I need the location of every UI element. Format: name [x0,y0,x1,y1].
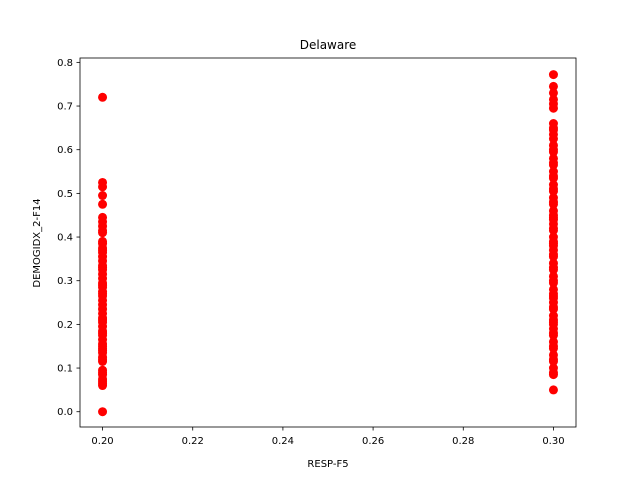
data-point [98,289,108,299]
x-tick-label: 0.30 [542,436,564,447]
data-point [548,223,558,233]
x-tick-label: 0.24 [272,436,294,447]
data-point [548,197,558,207]
data-point [98,191,108,201]
data-point [548,302,558,312]
y-tick-label: 0.3 [57,276,73,287]
data-point [98,182,108,192]
x-axis: 0.20 0.22 0.24 0.26 0.28 0.30 [91,427,565,447]
data-point [548,103,558,113]
scatter-points [98,70,558,417]
data-point [98,407,108,417]
data-point [548,158,558,168]
data-point [548,88,558,98]
data-point [98,199,108,209]
data-point [98,367,108,377]
data-point [548,293,558,303]
y-tick-label: 0.7 [57,102,73,113]
data-point [98,315,108,325]
data-point [548,70,558,80]
data-point [548,250,558,260]
data-point [548,319,558,329]
data-point [98,263,108,273]
x-tick-label: 0.22 [182,436,204,447]
y-tick-label: 0.6 [57,145,73,156]
data-point [548,276,558,286]
data-point [98,346,108,356]
y-axis: 0.0 0.1 0.2 0.3 0.4 0.5 0.6 0.7 0.8 [57,58,80,418]
data-point [98,328,108,338]
data-point [98,245,108,255]
data-point [548,134,558,144]
data-point [548,184,558,194]
plot-frame [79,57,577,428]
data-point [548,354,558,364]
data-point [548,81,558,91]
y-tick-label: 0.2 [57,320,73,331]
x-tick-label: 0.26 [362,436,384,447]
x-tick-label: 0.20 [91,436,113,447]
x-axis-label: RESP-F5 [307,459,348,470]
data-point [548,385,558,395]
data-point [548,341,558,351]
chart-title: Delaware [300,38,357,52]
data-point [548,145,558,155]
data-point [98,236,108,246]
y-axis-label: DEMOGIDX_2-F14 [32,198,43,287]
data-point [548,241,558,251]
y-tick-label: 0.8 [57,58,73,69]
data-point [548,367,558,377]
data-point [98,354,108,364]
data-point [548,215,558,225]
data-point [98,280,108,290]
x-tick-label: 0.28 [452,436,474,447]
data-point [98,92,108,102]
y-tick-label: 0.5 [57,189,73,200]
y-tick-label: 0.4 [57,233,73,244]
data-point [548,263,558,273]
data-point [548,328,558,338]
data-point [98,376,108,386]
data-point [98,228,108,238]
data-point [548,123,558,133]
y-tick-label: 0.1 [57,364,73,375]
y-tick-label: 0.0 [57,407,73,418]
data-point [548,171,558,181]
